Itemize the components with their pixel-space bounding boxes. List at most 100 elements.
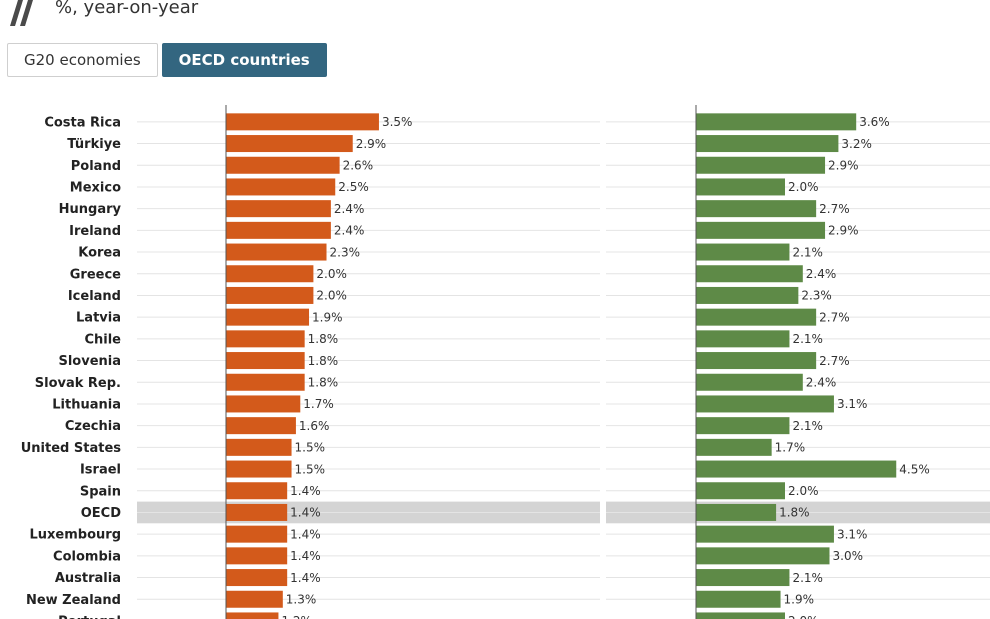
category-label: Türkiye bbox=[67, 137, 121, 152]
bar-left bbox=[226, 395, 301, 413]
value-label-left: 1.4% bbox=[290, 549, 321, 563]
bar-right bbox=[696, 525, 834, 543]
bar-right bbox=[696, 569, 790, 587]
value-label-right: 2.9% bbox=[828, 158, 859, 172]
bar-left bbox=[226, 373, 305, 391]
value-label-left: 1.4% bbox=[290, 527, 321, 541]
value-label-right: 2.0% bbox=[788, 180, 819, 194]
category-label: Czechia bbox=[65, 419, 121, 434]
bar-right bbox=[696, 286, 799, 304]
value-label-right: 3.1% bbox=[837, 527, 868, 541]
bar-left bbox=[226, 438, 292, 456]
bar-right bbox=[696, 395, 834, 413]
value-label-right: 2.7% bbox=[819, 310, 850, 324]
value-label-left: 1.3% bbox=[286, 592, 317, 606]
category-label: Slovak Rep. bbox=[35, 376, 121, 391]
bar-right bbox=[696, 200, 817, 218]
value-label-left: 1.8% bbox=[308, 354, 339, 368]
value-label-right: 2.1% bbox=[792, 245, 823, 259]
value-label-right: 1.8% bbox=[779, 506, 810, 520]
value-label-left: 1.2% bbox=[281, 614, 312, 619]
bar-left bbox=[226, 482, 288, 500]
value-label-left: 2.4% bbox=[334, 224, 365, 238]
bar-left bbox=[226, 330, 305, 348]
value-label-right: 3.2% bbox=[841, 137, 872, 151]
bar-left bbox=[226, 243, 327, 261]
value-label-left: 2.0% bbox=[316, 267, 347, 281]
category-label: Colombia bbox=[53, 549, 121, 564]
bar-right bbox=[696, 221, 826, 239]
bar-left bbox=[226, 113, 379, 131]
bar-left bbox=[226, 265, 314, 283]
bar-right bbox=[696, 135, 839, 153]
category-label: Israel bbox=[80, 463, 121, 478]
bar-left bbox=[226, 547, 288, 565]
bar-left bbox=[226, 200, 331, 218]
bar-left bbox=[226, 460, 292, 478]
category-label: Mexico bbox=[70, 180, 121, 195]
category-label: Portugal bbox=[58, 614, 121, 619]
bar-left bbox=[226, 286, 314, 304]
tab-g20-economies[interactable]: G20 economies bbox=[7, 43, 158, 77]
value-label-left: 1.4% bbox=[290, 484, 321, 498]
value-label-left: 1.8% bbox=[308, 332, 339, 346]
value-label-right: 3.0% bbox=[833, 549, 864, 563]
bar-right bbox=[696, 503, 777, 521]
value-label-left: 2.6% bbox=[343, 158, 374, 172]
category-label: United States bbox=[21, 441, 122, 456]
bar-right bbox=[696, 417, 790, 435]
value-label-right: 2.3% bbox=[801, 289, 832, 303]
tab-group: G20 economies OECD countries bbox=[7, 43, 327, 77]
bar-right bbox=[696, 438, 772, 456]
value-label-right: 2.1% bbox=[792, 571, 823, 585]
bar-right bbox=[696, 590, 781, 608]
value-label-left: 2.9% bbox=[356, 137, 387, 151]
value-label-right: 2.1% bbox=[792, 419, 823, 433]
category-label: Poland bbox=[71, 159, 121, 174]
bar-right bbox=[696, 482, 785, 500]
bar-left bbox=[226, 569, 288, 587]
bar-left bbox=[226, 417, 296, 435]
category-label: Korea bbox=[78, 246, 121, 261]
bar-right bbox=[696, 352, 817, 370]
bar-left bbox=[226, 156, 340, 174]
category-label: Spain bbox=[80, 484, 121, 499]
bar-right bbox=[696, 265, 803, 283]
bar-left bbox=[226, 352, 305, 370]
bar-right bbox=[696, 612, 785, 619]
chart-subtitle: %, year-on-year bbox=[55, 0, 199, 18]
category-label: Hungary bbox=[59, 202, 122, 217]
value-label-left: 2.4% bbox=[334, 202, 365, 216]
bar-left bbox=[226, 612, 279, 619]
value-label-left: 1.4% bbox=[290, 571, 321, 585]
value-label-left: 2.5% bbox=[338, 180, 369, 194]
category-label: Luxembourg bbox=[30, 528, 122, 543]
tab-oecd-countries[interactable]: OECD countries bbox=[161, 43, 327, 77]
value-label-left: 1.7% bbox=[303, 397, 334, 411]
bar-right bbox=[696, 243, 790, 261]
category-label: Costa Rica bbox=[44, 115, 121, 130]
value-label-left: 1.4% bbox=[290, 506, 321, 520]
category-label: Ireland bbox=[69, 224, 121, 239]
category-label: New Zealand bbox=[26, 593, 121, 608]
value-label-left: 1.5% bbox=[295, 462, 326, 476]
value-label-left: 2.3% bbox=[330, 245, 361, 259]
value-label-left: 3.5% bbox=[382, 115, 413, 129]
value-label-left: 1.9% bbox=[312, 310, 343, 324]
value-label-right: 2.4% bbox=[806, 375, 837, 389]
value-label-left: 1.6% bbox=[299, 419, 330, 433]
bar-right bbox=[696, 460, 897, 478]
bar-right bbox=[696, 547, 830, 565]
value-label-left: 1.5% bbox=[295, 441, 326, 455]
bar-right bbox=[696, 373, 803, 391]
value-label-right: 2.7% bbox=[819, 202, 850, 216]
category-label: Australia bbox=[55, 571, 121, 586]
bar-right bbox=[696, 156, 826, 174]
value-label-right: 3.6% bbox=[859, 115, 890, 129]
category-label: Chile bbox=[84, 332, 121, 347]
category-label: OECD bbox=[81, 506, 121, 521]
bar-left bbox=[226, 221, 331, 239]
value-label-right: 2.9% bbox=[828, 224, 859, 238]
bar-left bbox=[226, 503, 288, 521]
value-label-right: 2.7% bbox=[819, 354, 850, 368]
